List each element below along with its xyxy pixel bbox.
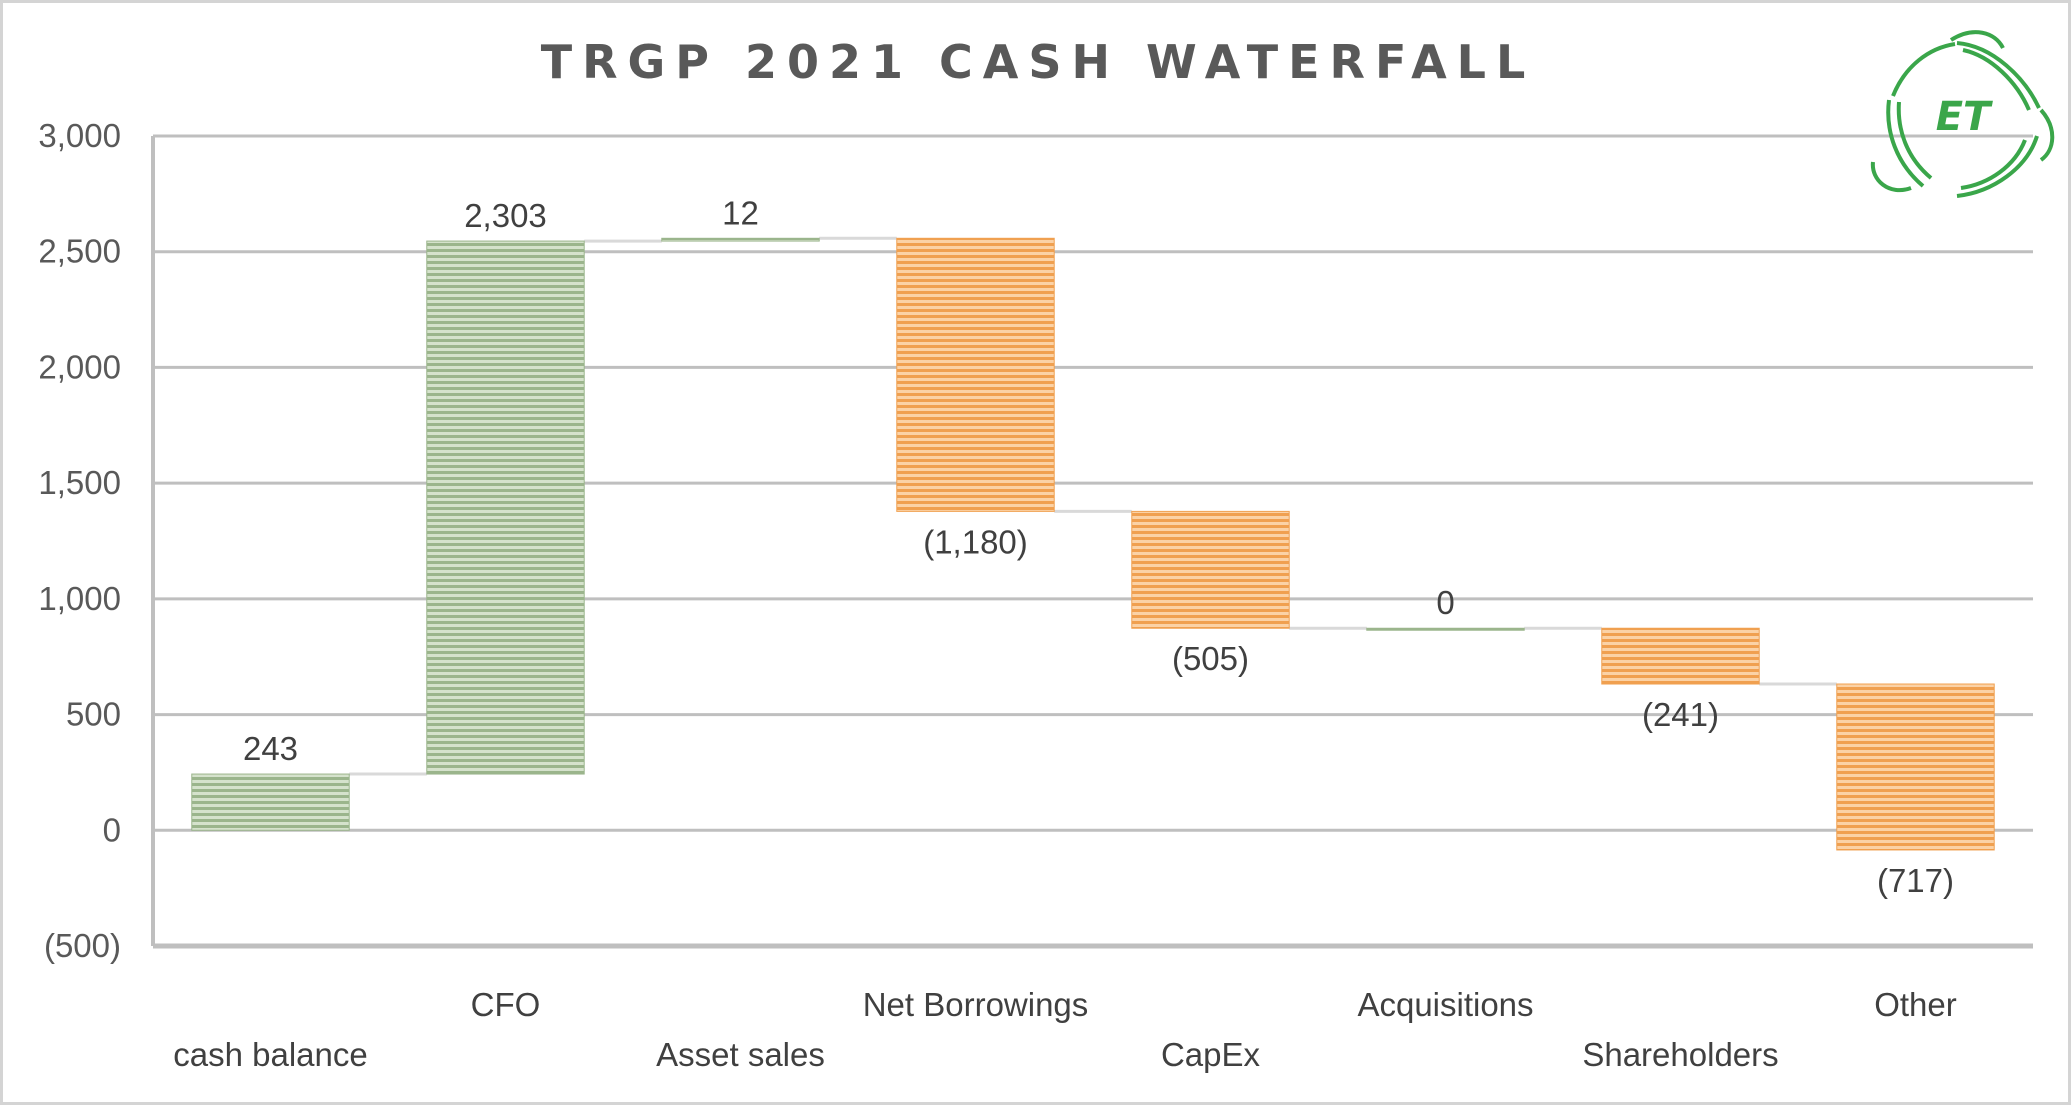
data-label: 12 bbox=[722, 194, 759, 231]
data-label: (717) bbox=[1877, 862, 1954, 899]
data-label: 0 bbox=[1436, 584, 1454, 621]
y-tick-label: 0 bbox=[103, 811, 121, 848]
data-label: (1,180) bbox=[923, 523, 1028, 560]
waterfall-bar bbox=[1366, 627, 1525, 631]
waterfall-bar bbox=[426, 240, 585, 775]
data-label: 243 bbox=[243, 730, 298, 767]
data-label: (505) bbox=[1172, 640, 1249, 677]
waterfall-bar bbox=[1601, 627, 1760, 685]
recycle-leaf-logo-icon: ET bbox=[1870, 30, 2055, 198]
category-label: Asset sales bbox=[656, 1036, 825, 1073]
y-tick-label: 3,000 bbox=[38, 117, 121, 154]
data-labels: 243 2,303 12 (1,180) (505) 0 (241) (717) bbox=[243, 194, 1954, 899]
waterfall-bar bbox=[896, 237, 1055, 512]
category-label: Net Borrowings bbox=[863, 986, 1089, 1023]
y-tick-label: 2,500 bbox=[38, 233, 121, 270]
category-label: cash balance bbox=[173, 1036, 367, 1073]
category-label: Acquisitions bbox=[1357, 986, 1533, 1023]
data-label: (241) bbox=[1642, 696, 1719, 733]
y-tick-label: 500 bbox=[66, 696, 121, 733]
category-label: CapEx bbox=[1161, 1036, 1261, 1073]
waterfall-bar bbox=[1131, 510, 1290, 629]
logo-text: ET bbox=[1936, 94, 1993, 140]
waterfall-chart: TRGP 2021 CASH WATERFALL 3,000 2,500 2,000… bbox=[38, 30, 2055, 1073]
y-tick-label: (500) bbox=[44, 927, 121, 964]
y-tick-label: 1,000 bbox=[38, 580, 121, 617]
connectors bbox=[349, 236, 1837, 776]
bars bbox=[191, 237, 1995, 851]
waterfall-bar bbox=[1836, 683, 1995, 851]
y-tick-label: 1,500 bbox=[38, 464, 121, 501]
data-label: 2,303 bbox=[464, 197, 547, 234]
category-label: CFO bbox=[471, 986, 541, 1023]
y-tick-label: 2,000 bbox=[38, 348, 121, 385]
chart-title: TRGP 2021 CASH WATERFALL bbox=[541, 35, 1536, 89]
waterfall-bar bbox=[661, 237, 820, 242]
axes bbox=[151, 136, 2033, 949]
category-labels: cash balance CFO Asset sales Net Borrowings… bbox=[173, 986, 1957, 1073]
waterfall-bar bbox=[191, 773, 350, 831]
category-label: Shareholders bbox=[1582, 1036, 1778, 1073]
category-label: Other bbox=[1874, 986, 1957, 1023]
y-axis-tick-labels: 3,000 2,500 2,000 1,500 1,000 500 0 (500) bbox=[38, 117, 121, 964]
